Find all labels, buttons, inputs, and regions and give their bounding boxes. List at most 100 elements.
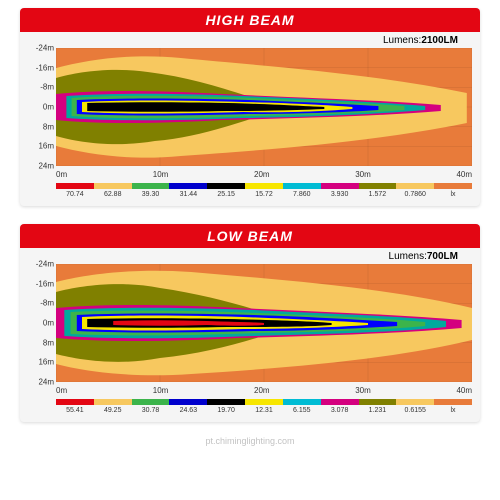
legend-swatch bbox=[207, 183, 245, 189]
legend: 70.7462.8839.3031.4425.1515.727.8603.930… bbox=[20, 179, 480, 206]
legend-swatch bbox=[207, 399, 245, 405]
legend-swatch bbox=[94, 183, 132, 189]
legend-item: 3.078 bbox=[321, 399, 359, 414]
legend-swatch bbox=[321, 183, 359, 189]
legend-item: 62.88 bbox=[94, 183, 132, 198]
contour-plot bbox=[56, 48, 472, 166]
legend-swatch bbox=[396, 183, 434, 189]
legend-swatch bbox=[434, 183, 472, 189]
legend-item: 3.930 bbox=[321, 183, 359, 198]
plot-area: -24m-16m-8m0m8m16m24m bbox=[20, 48, 480, 168]
legend-label: 19.70 bbox=[207, 407, 245, 414]
legend-label: 25.15 bbox=[207, 191, 245, 198]
legend-item: 12.31 bbox=[245, 399, 283, 414]
y-tick: 24m bbox=[38, 378, 54, 387]
watermark-text: pt.chiminglighting.com bbox=[20, 436, 480, 446]
legend-swatch bbox=[169, 183, 207, 189]
legend-item: 25.15 bbox=[207, 183, 245, 198]
legend-swatch bbox=[434, 399, 472, 405]
legend-item: 7.860 bbox=[283, 183, 321, 198]
lumens-row: Lumens:700LM bbox=[20, 248, 480, 264]
legend-item: 1.572 bbox=[359, 183, 397, 198]
legend-label: 70.74 bbox=[56, 191, 94, 198]
legend-label: 49.25 bbox=[94, 407, 132, 414]
legend-swatch bbox=[132, 399, 170, 405]
lumens-row: Lumens:2100LM bbox=[20, 32, 480, 48]
legend-swatch bbox=[56, 183, 94, 189]
x-tick: 30m bbox=[355, 386, 371, 395]
legend-item: 1.231 bbox=[359, 399, 397, 414]
x-tick: 20m bbox=[254, 170, 270, 179]
legend-label: 39.30 bbox=[132, 191, 170, 198]
y-tick: 8m bbox=[43, 122, 54, 131]
legend-item: 55.41 bbox=[56, 399, 94, 414]
legend-label: 30.78 bbox=[132, 407, 170, 414]
legend-label: 55.41 bbox=[56, 407, 94, 414]
x-tick: 10m bbox=[153, 386, 169, 395]
y-axis: -24m-16m-8m0m8m16m24m bbox=[28, 48, 56, 166]
x-tick: 30m bbox=[355, 170, 371, 179]
y-tick: -24m bbox=[36, 44, 54, 53]
legend-swatch bbox=[245, 399, 283, 405]
lumens-label: Lumens: bbox=[383, 35, 421, 46]
y-tick: -16m bbox=[36, 279, 54, 288]
legend-swatch bbox=[132, 183, 170, 189]
lumens-value: 700LM bbox=[427, 251, 458, 262]
x-tick: 40m bbox=[456, 170, 472, 179]
legend-item: 70.74 bbox=[56, 183, 94, 198]
y-tick: 8m bbox=[43, 338, 54, 347]
x-axis: 0m10m20m30m40m bbox=[20, 384, 480, 395]
legend-label: 12.31 bbox=[245, 407, 283, 414]
chart-panel: HIGH BEAMLumens:2100LM-24m-16m-8m0m8m16m… bbox=[20, 8, 480, 206]
legend-swatch bbox=[56, 399, 94, 405]
y-tick: 0m bbox=[43, 103, 54, 112]
y-axis: -24m-16m-8m0m8m16m24m bbox=[28, 264, 56, 382]
legend-item: lx bbox=[434, 183, 472, 198]
legend-swatch bbox=[359, 183, 397, 189]
legend-label: 62.88 bbox=[94, 191, 132, 198]
legend-swatch bbox=[396, 399, 434, 405]
plot-area: -24m-16m-8m0m8m16m24m bbox=[20, 264, 480, 384]
contour-plot bbox=[56, 264, 472, 382]
legend-swatch bbox=[169, 399, 207, 405]
legend-item: 0.7860 bbox=[396, 183, 434, 198]
legend-label: lx bbox=[434, 191, 472, 198]
legend-label: 1.572 bbox=[359, 191, 397, 198]
legend-item: 0.6155 bbox=[396, 399, 434, 414]
legend: 55.4149.2530.7824.6319.7012.316.1553.078… bbox=[20, 395, 480, 422]
legend-label: 15.72 bbox=[245, 191, 283, 198]
legend-item: 31.44 bbox=[169, 183, 207, 198]
legend-swatch bbox=[283, 399, 321, 405]
x-tick: 10m bbox=[153, 170, 169, 179]
legend-label: 3.078 bbox=[321, 407, 359, 414]
y-tick: 24m bbox=[38, 162, 54, 171]
y-tick: 16m bbox=[38, 142, 54, 151]
legend-label: 0.6155 bbox=[396, 407, 434, 414]
legend-swatch bbox=[245, 183, 283, 189]
legend-item: 6.155 bbox=[283, 399, 321, 414]
y-tick: 16m bbox=[38, 358, 54, 367]
x-axis: 0m10m20m30m40m bbox=[20, 168, 480, 179]
legend-swatch bbox=[321, 399, 359, 405]
legend-label: 0.7860 bbox=[396, 191, 434, 198]
legend-label: 1.231 bbox=[359, 407, 397, 414]
chart-title: LOW BEAM bbox=[20, 224, 480, 248]
legend-swatch bbox=[359, 399, 397, 405]
chart-panel: LOW BEAMLumens:700LM-24m-16m-8m0m8m16m24… bbox=[20, 224, 480, 422]
y-tick: 0m bbox=[43, 319, 54, 328]
legend-item: 24.63 bbox=[169, 399, 207, 414]
legend-label: 7.860 bbox=[283, 191, 321, 198]
lumens-value: 2100LM bbox=[421, 35, 458, 46]
y-tick: -24m bbox=[36, 260, 54, 269]
legend-label: lx bbox=[434, 407, 472, 414]
legend-swatch bbox=[283, 183, 321, 189]
lumens-label: Lumens: bbox=[389, 251, 427, 262]
y-tick: -16m bbox=[36, 63, 54, 72]
legend-item: 39.30 bbox=[132, 183, 170, 198]
legend-item: lx bbox=[434, 399, 472, 414]
legend-item: 30.78 bbox=[132, 399, 170, 414]
legend-label: 3.930 bbox=[321, 191, 359, 198]
y-tick: -8m bbox=[40, 299, 54, 308]
y-tick: -8m bbox=[40, 83, 54, 92]
legend-label: 6.155 bbox=[283, 407, 321, 414]
